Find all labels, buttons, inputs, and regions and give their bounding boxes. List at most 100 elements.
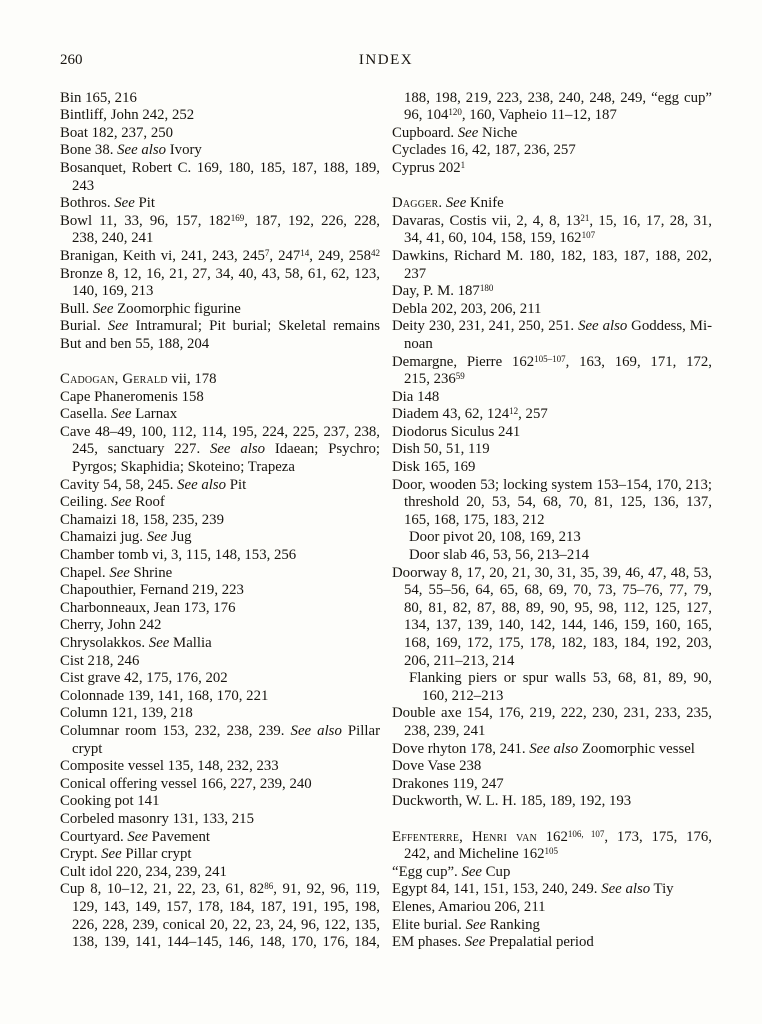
index-entry-line: Cave 48–49, 100, 112, 114, 195, 224, 225… [60,424,380,442]
entry-text: Colonnade 139, 141, 168, 170, 221 [60,687,269,704]
entry-text: Chrysolakkos. [60,635,149,651]
entry-text: , 160, Vapheio 11–12, 187 [461,107,617,124]
small-caps-heading: Effenterre, Henri van [392,828,537,845]
entry-text: crypt [72,740,103,757]
index-entry-line: Column 121, 139, 218 [60,705,380,723]
entry-text: Larnax [131,406,178,423]
cross-reference: See [110,406,132,423]
index-entry-line: Diadem 43, 62, 12412, 257 [392,406,712,424]
index-entry-line: 138, 139, 141, 144–145, 146, 148, 170, 1… [60,934,380,952]
entry-text: Elenes, Amariou 206, 211 [392,898,546,915]
index-entry-line: Dove rhyton 178, 241. See also Zoomorphi… [392,741,712,759]
entry-text: Columnar room 153, 232, 238, 239. [60,722,291,739]
index-entry-line: 54, 55–56, 64, 65, 68, 69, 70, 73, 75–76… [392,582,712,600]
entry-text: 54, 55–56, 64, 65, 68, 69, 70, 73, 75–76… [404,582,712,599]
index-column-right: 188, 198, 219, 223, 238, 240, 248, 249, … [392,90,712,952]
index-entry-line: Pyrgos; Skaphidia; Skoteino; Trapeza [60,459,380,477]
entry-text: Column 121, 139, 218 [60,705,193,722]
index-entry-line: Charbonneaux, Jean 173, 176 [60,600,380,618]
index-entry-line: Chamaizi 18, 158, 235, 239 [60,512,380,530]
index-entry-line: Chapel. See Shrine [60,565,380,583]
index-entry-line: Casella. See Larnax [60,406,380,424]
entry-text: Bothros. [60,195,115,212]
index-entry-line: crypt [60,741,380,759]
entry-text: Demargne, Pierre 162 [392,353,535,370]
index-entry-line: Elenes, Amariou 206, 211 [392,899,712,917]
index-entry-line: 168, 169, 172, 175, 178, 182, 183, 184, … [392,635,712,653]
entry-text: Shrine [129,564,173,581]
entry-text: Conical offering vessel 166, 227, 239, 2… [60,775,312,792]
entry-text: 215, 236 [404,371,456,388]
cross-reference: See also [177,476,227,493]
index-entry-line: Effenterre, Henri van 162106, 107, 173, … [392,829,712,847]
index-entry-line: 243 [60,178,380,196]
index-entry-line: 140, 169, 213 [60,283,380,301]
footnote-superscript: 106, 107 [567,828,605,839]
index-entry-line: Bull. See Zoomorphic figurine [60,301,380,319]
entry-text: 242, and Micheline 162 [404,846,545,863]
entry-text: 188, 198, 219, 223, 238, 240, 248, 249, … [404,89,712,106]
entry-text: 160, 212–213 [422,687,504,704]
index-entry-line: Bone 38. See also Ivory [60,142,380,160]
index-entry-line: Conical offering vessel 166, 227, 239, 2… [60,776,380,794]
index-entry-line: Chamaizi jug. See Jug [60,529,380,547]
entry-text: Duckworth, W. L. H. 185, 189, 192, 193 [392,793,632,810]
index-entry-line: Chapouthier, Fernand 219, 223 [60,582,380,600]
cross-reference: See [114,195,135,212]
index-entry-line: Cherry, John 242 [60,617,380,635]
entry-text: Pillar [341,722,380,739]
entry-text: noan [404,335,433,352]
index-entry-line: Door, wooden 53; locking system 153–154,… [392,477,712,495]
index-entry-line: Egypt 84, 141, 151, 153, 240, 249. See a… [392,881,712,899]
index-entry-line: Dish 50, 51, 119 [392,441,712,459]
entry-text: Cavity 54, 58, 245. [60,476,178,493]
index-entry-line: 80, 81, 82, 87, 88, 89, 90, 95, 98, 112,… [392,600,712,618]
index-entry-line: Bronze 8, 12, 16, 21, 27, 34, 40, 43, 58… [60,266,380,284]
index-entry-line: Cist 218, 246 [60,653,380,671]
index-entry-line: Bothros. See Pit [60,195,380,213]
entry-text: Charbonneaux, Jean 173, 176 [60,599,236,616]
index-entry-line: Demargne, Pierre 162105–107, 163, 169, 1… [392,354,712,372]
entry-text: Deity 230, 231, 241, 250, 251. [392,318,579,335]
entry-text: Niche [478,124,518,141]
entry-text: Bintliff, John 242, 252 [60,107,195,124]
entry-text: 237 [404,265,427,282]
index-entry-line: 242, and Micheline 162105 [392,846,712,864]
index-entry-line: 188, 198, 219, 223, 238, 240, 248, 249, … [392,90,712,108]
footnote-superscript: 180 [479,283,494,294]
footnote-superscript: 42 [371,247,381,258]
entry-text: “Egg cup”. [392,863,462,880]
index-entry-line: Ceiling. See Roof [60,494,380,512]
cross-reference: See also [209,441,265,458]
entry-text: Door, wooden 53; locking system 153–154,… [392,476,712,493]
entry-text: Corbeled masonry 131, 133, 215 [60,810,254,827]
entry-text: Prepalatial period [485,934,594,951]
entry-text: , 249, 258 [309,247,372,264]
cross-reference: See [146,529,168,546]
entry-text: 245, sanctuary 227. [72,441,210,458]
footnote-superscript: 1 [460,159,466,170]
index-entry-line: Dia 148 [392,389,712,407]
index-entry-line: 245, sanctuary 227. See also Idaean; Psy… [60,441,380,459]
entry-text: Bowl 11, 33, 96, 157, 182 [60,212,231,229]
entry-text: 34, 41, 60, 104, 158, 159, 162 [404,230,582,247]
index-entry-line: Cavity 54, 58, 245. See also Pit [60,477,380,495]
entry-text: Egypt 84, 141, 151, 153, 240, 249. [392,881,602,898]
page-header: 260 INDEX [60,52,712,70]
entry-text: Idaean; Psychro; [265,441,380,458]
entry-text: Chamaizi jug. [60,529,147,546]
cross-reference: See [461,863,482,880]
small-caps-heading: Cadogan, Gerald [60,371,168,388]
entry-text: Doorway 8, 17, 20, 21, 30, 31, 35, 39, 4… [392,564,712,581]
entry-text: Bronze 8, 12, 16, 21, 27, 34, 40, 43, 58… [60,265,380,282]
entry-text: Debla 202, 203, 206, 211 [392,300,542,317]
entry-text: Dawkins, Richard M. 180, 182, 183, 187, … [392,247,712,264]
entry-text: Cult idol 220, 234, 239, 241 [60,863,227,880]
entry-text: Elite burial. [392,916,466,933]
cross-reference: See [148,635,170,651]
cross-reference: See [127,828,148,845]
index-entry-line: 215, 23659 [392,371,712,389]
entry-text: Cape Phaneromenis 158 [60,388,204,405]
index-entry-line: Double axe 154, 176, 219, 222, 230, 231,… [392,705,712,723]
